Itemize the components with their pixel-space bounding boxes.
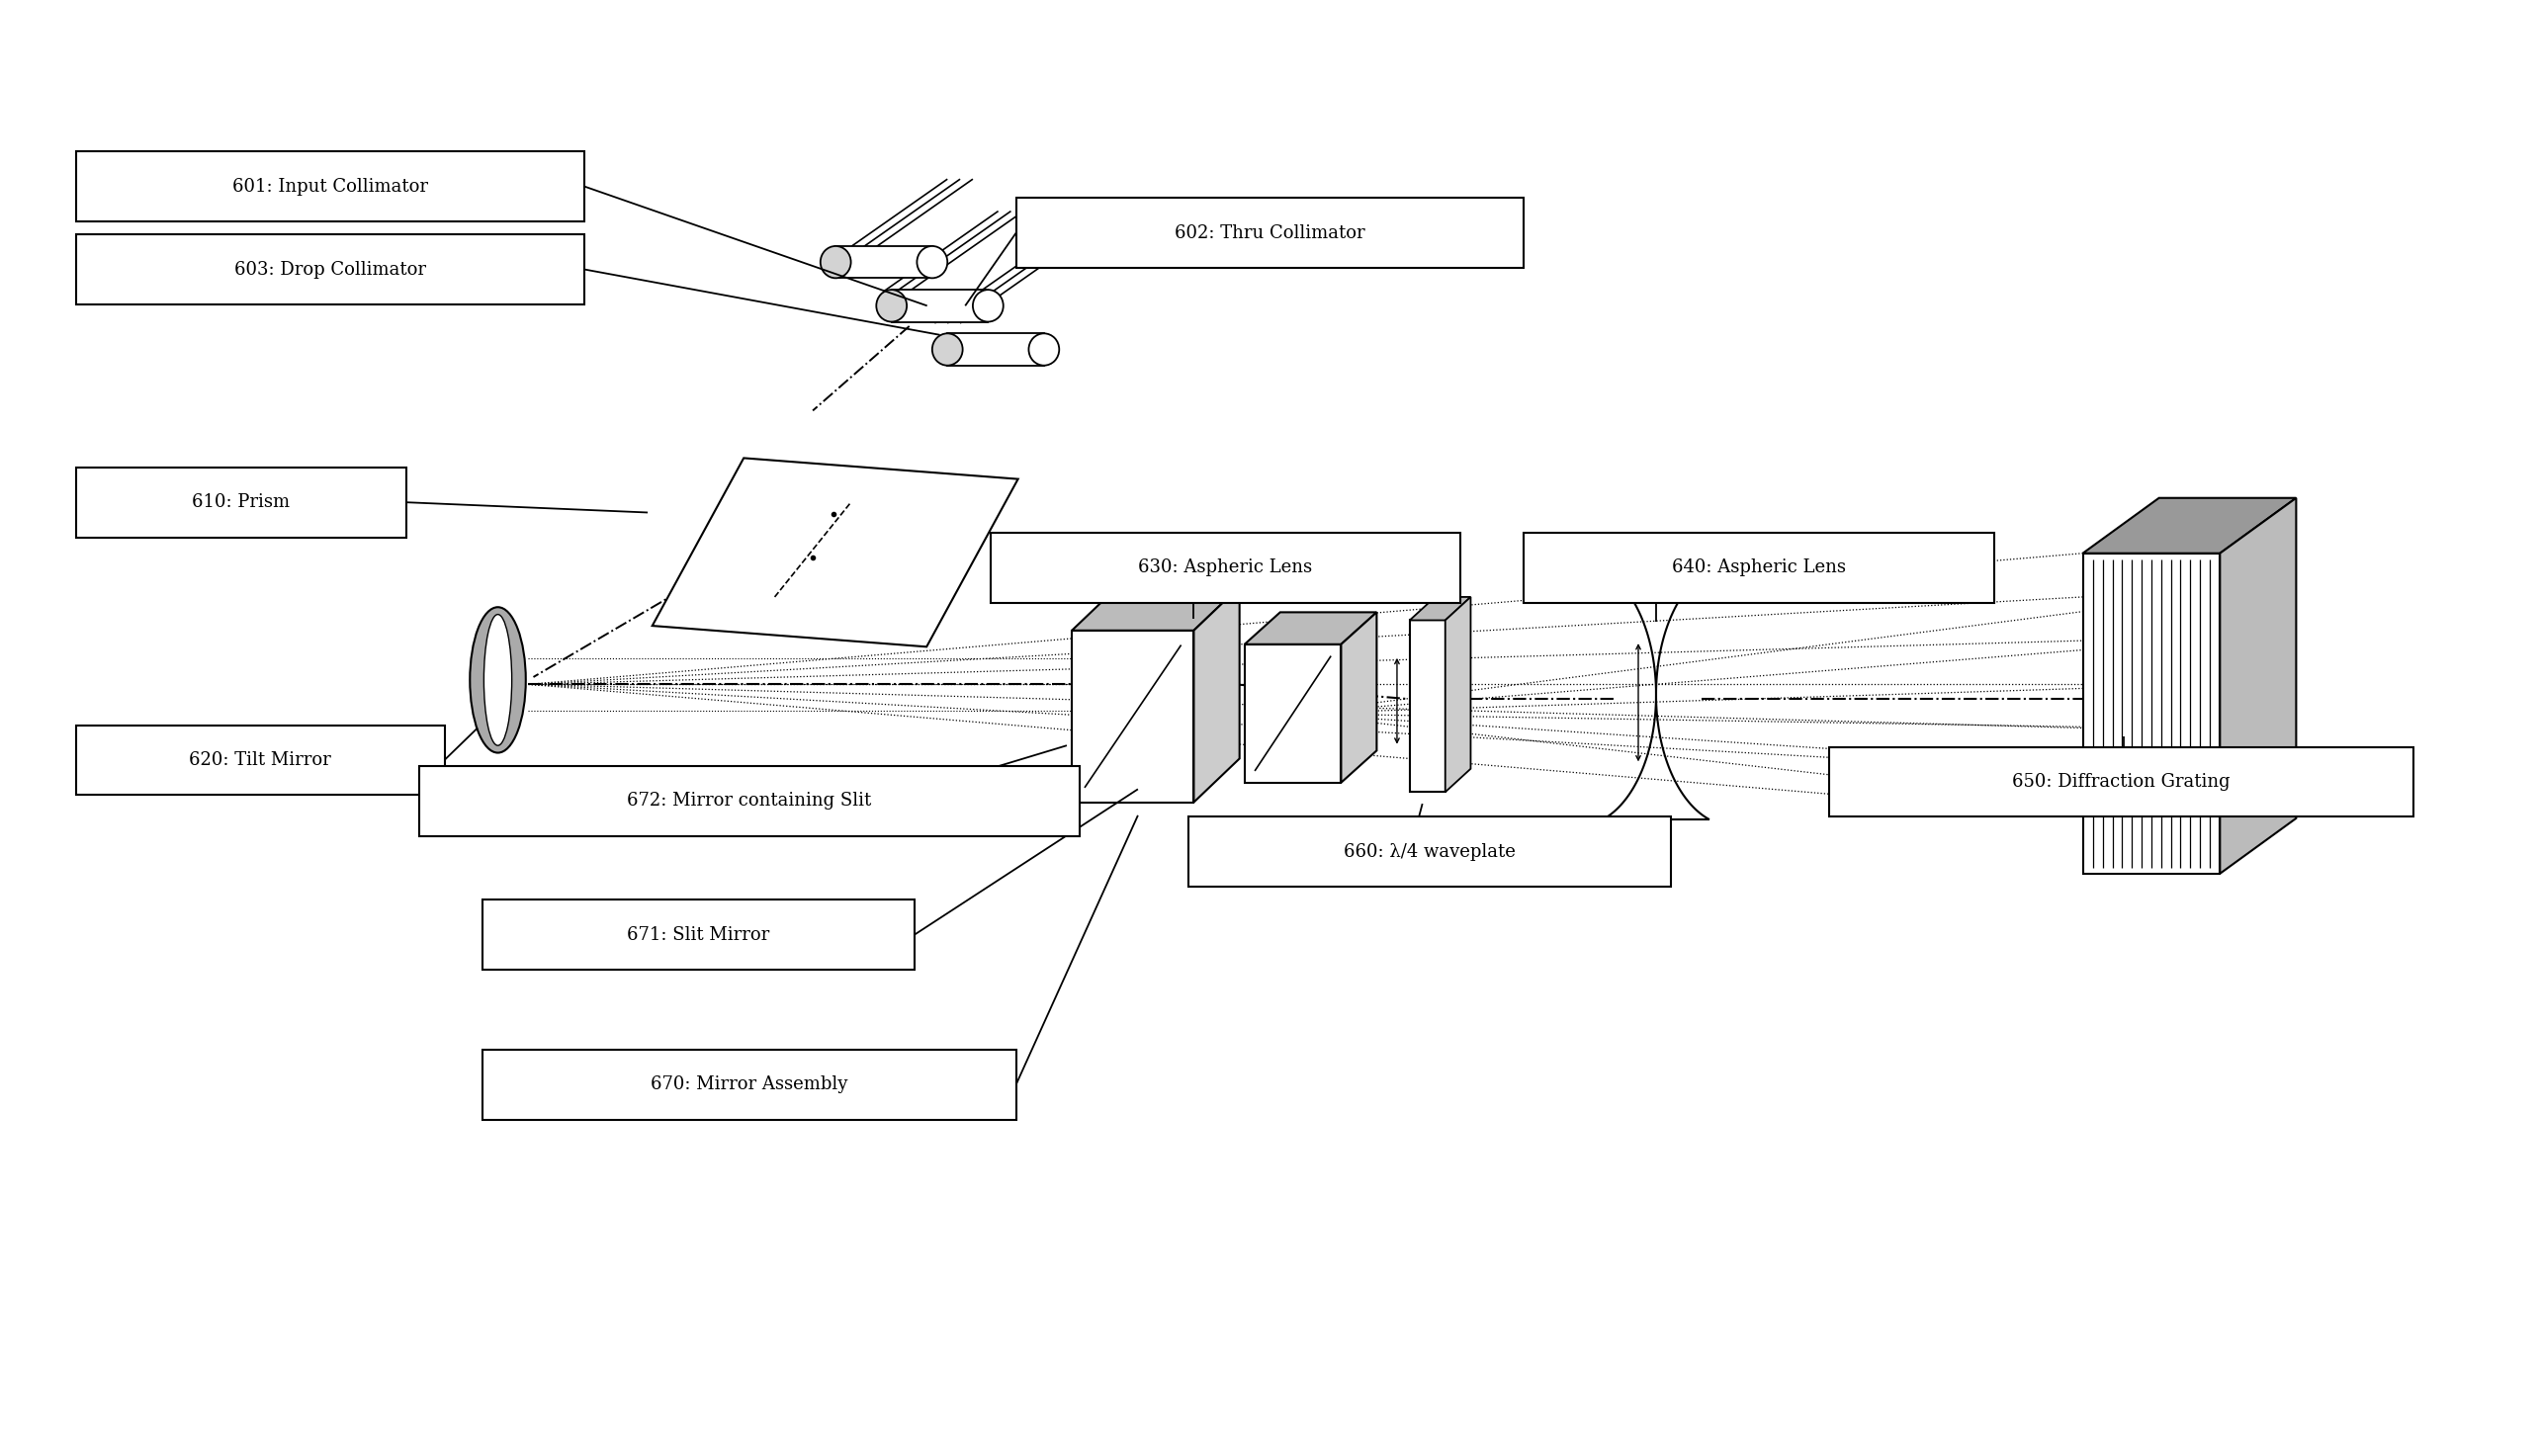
FancyBboxPatch shape bbox=[991, 533, 1460, 603]
FancyBboxPatch shape bbox=[76, 151, 584, 221]
Ellipse shape bbox=[470, 607, 526, 753]
Polygon shape bbox=[1445, 597, 1471, 792]
Text: 670: Mirror Assembly: 670: Mirror Assembly bbox=[650, 1076, 848, 1093]
FancyBboxPatch shape bbox=[1189, 817, 1671, 887]
FancyBboxPatch shape bbox=[483, 1050, 1016, 1120]
Text: 601: Input Collimator: 601: Input Collimator bbox=[231, 178, 429, 195]
Text: 640: Aspheric Lens: 640: Aspheric Lens bbox=[1671, 559, 1847, 577]
Polygon shape bbox=[1410, 620, 1445, 792]
FancyBboxPatch shape bbox=[76, 467, 406, 537]
Text: 620: Tilt Mirror: 620: Tilt Mirror bbox=[190, 751, 330, 769]
Text: 610: Prism: 610: Prism bbox=[193, 494, 290, 511]
Polygon shape bbox=[1194, 587, 1240, 802]
Polygon shape bbox=[1072, 587, 1240, 630]
Polygon shape bbox=[2220, 498, 2296, 874]
Ellipse shape bbox=[932, 333, 963, 365]
Text: 630: Aspheric Lens: 630: Aspheric Lens bbox=[1138, 559, 1313, 577]
Polygon shape bbox=[653, 459, 1019, 646]
Ellipse shape bbox=[917, 246, 947, 278]
Polygon shape bbox=[1245, 644, 1341, 783]
Ellipse shape bbox=[820, 246, 851, 278]
Text: 602: Thru Collimator: 602: Thru Collimator bbox=[1176, 224, 1364, 242]
Polygon shape bbox=[892, 290, 988, 322]
FancyBboxPatch shape bbox=[1829, 747, 2413, 817]
FancyBboxPatch shape bbox=[419, 766, 1080, 836]
Text: 672: Mirror containing Slit: 672: Mirror containing Slit bbox=[627, 792, 871, 810]
Polygon shape bbox=[1245, 612, 1377, 644]
FancyBboxPatch shape bbox=[483, 900, 914, 970]
Polygon shape bbox=[2083, 498, 2296, 553]
Text: 660: λ/4 waveplate: 660: λ/4 waveplate bbox=[1344, 843, 1516, 860]
FancyBboxPatch shape bbox=[76, 234, 584, 304]
Text: 603: Drop Collimator: 603: Drop Collimator bbox=[234, 261, 427, 278]
Polygon shape bbox=[2083, 553, 2220, 874]
FancyBboxPatch shape bbox=[76, 725, 444, 795]
Polygon shape bbox=[1341, 612, 1377, 783]
Ellipse shape bbox=[876, 290, 907, 322]
Polygon shape bbox=[1410, 597, 1471, 620]
Ellipse shape bbox=[1029, 333, 1059, 365]
Ellipse shape bbox=[483, 614, 511, 745]
FancyBboxPatch shape bbox=[1016, 198, 1524, 268]
Text: 671: Slit Mirror: 671: Slit Mirror bbox=[627, 926, 770, 943]
Polygon shape bbox=[1072, 630, 1194, 802]
Polygon shape bbox=[836, 246, 932, 278]
FancyBboxPatch shape bbox=[1524, 533, 1994, 603]
Polygon shape bbox=[947, 333, 1044, 365]
Ellipse shape bbox=[973, 290, 1003, 322]
Text: 650: Diffraction Grating: 650: Diffraction Grating bbox=[2012, 773, 2230, 791]
